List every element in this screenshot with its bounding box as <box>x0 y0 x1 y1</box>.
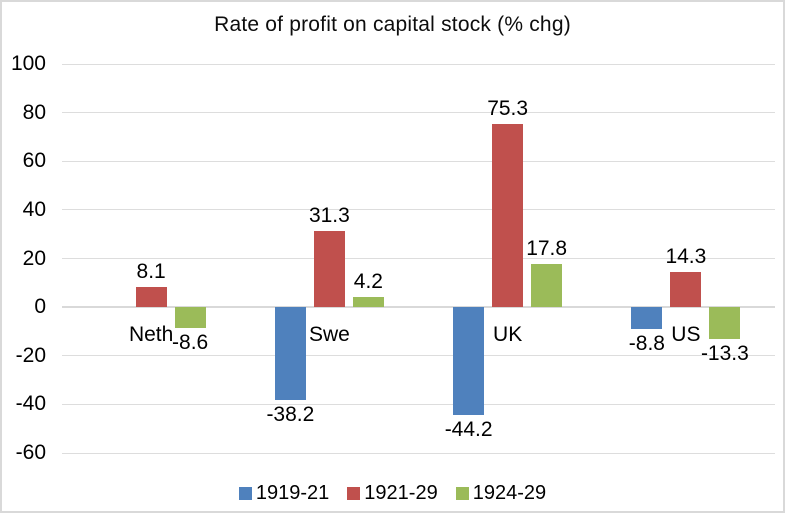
value-label: 4.2 <box>353 269 383 293</box>
bar-1921-29-UK <box>492 124 524 308</box>
legend-label: 1924-29 <box>472 481 547 504</box>
bar-1921-29-US <box>670 272 702 308</box>
value-label: 31.3 <box>308 204 350 228</box>
x-axis-line <box>62 306 775 309</box>
value-label: -8.8 <box>628 331 665 355</box>
value-label: -44.2 <box>444 417 493 441</box>
y-tick-label: 20 <box>22 246 46 270</box>
bar-1924-29-Neth <box>174 307 206 329</box>
y-tick-label: 80 <box>22 100 46 124</box>
gridline <box>62 160 775 162</box>
gridline <box>62 452 775 454</box>
y-tick-label: 0 <box>34 295 46 319</box>
legend-label: 1921-29 <box>364 481 438 504</box>
bar-1924-29-Swe <box>352 296 384 308</box>
y-tick-label: -40 <box>15 392 46 416</box>
bar-1924-29-UK <box>531 263 563 308</box>
value-label: 75.3 <box>487 97 529 121</box>
bar-1924-29-US <box>709 307 741 340</box>
category-label: Swe <box>308 323 350 347</box>
legend-item-1924-29: 1924-29 <box>455 481 547 505</box>
y-tick-label: -60 <box>15 441 46 464</box>
chart-title: Rate of profit on capital stock (% chg) <box>214 13 571 36</box>
bar-1919-21-US <box>631 307 663 329</box>
bar-1921-29-Neth <box>135 287 167 308</box>
bar-1919-21-UK <box>453 307 485 415</box>
gridline <box>62 63 775 65</box>
value-label: 8.1 <box>136 260 166 284</box>
category-label: US <box>671 323 701 347</box>
legend-label: 1919-21 <box>255 481 330 504</box>
value-label: -8.6 <box>172 331 209 355</box>
legend-swatch <box>455 486 469 500</box>
value-label: 14.3 <box>665 245 707 269</box>
y-tick-label: 100 <box>10 52 46 75</box>
category-label: Neth <box>128 323 174 347</box>
gridline <box>62 112 775 114</box>
gridline <box>62 209 775 211</box>
y-tick-label: 60 <box>22 149 46 173</box>
y-tick-label: -20 <box>15 343 46 367</box>
bar-1921-29-Swe <box>313 231 345 308</box>
legend-item-1921-29: 1921-29 <box>347 481 438 505</box>
legend-item-1919-21: 1919-21 <box>238 481 330 505</box>
legend-swatch <box>238 486 252 500</box>
gridline <box>62 355 775 357</box>
gridline <box>62 258 775 259</box>
legend-swatch <box>347 486 361 500</box>
bar-1919-21-Swe <box>274 307 306 400</box>
gridline <box>62 403 775 405</box>
value-label: 17.8 <box>526 236 568 260</box>
y-tick-label: 40 <box>22 197 46 221</box>
value-label: -38.2 <box>266 402 315 426</box>
category-label: UK <box>493 323 523 347</box>
value-label: -13.3 <box>700 342 749 366</box>
legend: 1919-21 1921-29 1924-29 <box>2 479 783 507</box>
